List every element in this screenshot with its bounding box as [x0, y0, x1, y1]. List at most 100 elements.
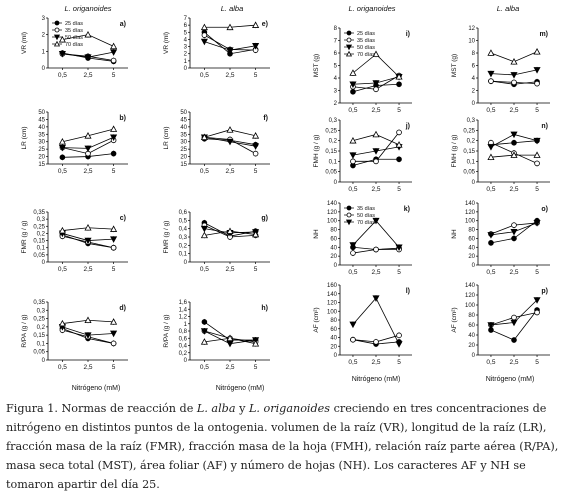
data-point	[373, 246, 379, 253]
y-tick-label: 0	[334, 263, 338, 269]
data-point	[511, 235, 517, 242]
data-point	[252, 339, 260, 347]
data-point	[200, 38, 208, 46]
data-point	[487, 153, 495, 161]
panel-letter: f)	[263, 115, 268, 122]
y-axis-label: LR (cm)	[21, 126, 28, 149]
panel-g: 0 0,1 0,2 0,3 0,4 0,5 0,6 0,5 2,5 5 FMR (g / g) g)	[163, 210, 270, 273]
x-tick-label: 2,5	[371, 107, 380, 114]
legend-label: 50 días	[357, 213, 375, 219]
y-tick-label: 0	[472, 263, 476, 269]
panel-letter: a)	[120, 21, 126, 28]
y-tick-label: 0,15	[33, 239, 45, 245]
data-point	[511, 337, 517, 343]
y-tick-label: 80	[330, 318, 337, 324]
panel-letter: m)	[539, 31, 548, 38]
data-point	[533, 67, 541, 74]
y-tick-label: 0,3	[467, 118, 476, 124]
data-point	[349, 81, 357, 88]
legend-marker	[54, 27, 60, 33]
x-axis-title-3: Nitrógeno (mM)	[352, 376, 401, 383]
data-point	[533, 220, 541, 227]
y-tick-label: 45	[38, 117, 45, 123]
data-point	[110, 330, 118, 338]
data-point	[511, 314, 517, 321]
data-point	[510, 72, 518, 79]
legend-label: 25 días	[65, 21, 83, 27]
data-point	[226, 340, 234, 348]
y-tick-label: 0,8	[179, 329, 188, 335]
data-point	[349, 69, 357, 76]
figure-panels: L. origanoides L. alba L. origanoides L.…	[21, 4, 550, 392]
y-tick-label: 6	[472, 64, 476, 70]
y-tick-label: 15	[38, 162, 45, 168]
legend-label: 25 días	[357, 31, 375, 37]
y-tick-label: 20	[468, 254, 475, 260]
y-tick-label: 35	[180, 132, 187, 138]
data-point	[349, 242, 357, 249]
y-tick-label: 30	[180, 140, 187, 146]
data-point	[510, 319, 518, 327]
data-point	[533, 297, 541, 304]
x-tick-label: 2,5	[371, 186, 380, 193]
data-point	[533, 151, 541, 158]
y-tick-label: 6	[184, 23, 188, 29]
data-point	[110, 57, 117, 64]
data-point	[110, 150, 117, 157]
legend-label: 70 días	[357, 220, 375, 226]
data-point	[349, 152, 357, 159]
y-tick-label: 45	[180, 117, 187, 123]
data-point	[200, 133, 208, 141]
y-axis-label: FMH (g / g)	[451, 135, 458, 168]
y-tick-label: 3	[42, 16, 46, 22]
y-tick-label: 0,4	[179, 344, 188, 350]
y-tick-label: 0,1	[37, 246, 46, 252]
y-tick-label: 2	[334, 101, 338, 107]
x-tick-label: 0,5	[200, 266, 209, 273]
data-point	[226, 334, 234, 342]
data-point	[226, 23, 234, 31]
x-tick-label: 0,5	[348, 359, 357, 366]
y-tick-label: 0,05	[33, 350, 45, 356]
y-tick-label: 0,2	[37, 325, 46, 331]
x-tick-label: 5	[535, 269, 539, 276]
y-tick-label: 140	[327, 292, 338, 298]
y-tick-label: 20	[330, 344, 337, 350]
panel-letter: g)	[261, 215, 268, 222]
y-tick-label: 50	[38, 110, 45, 116]
panel-n: 0 0,05 0,1 0,15 0,2 0,25 0,3 0,5 2,5 5 FMH (g / g)…	[451, 118, 550, 193]
y-tick-label: 3	[334, 89, 338, 95]
x-tick-label: 0,5	[200, 168, 209, 175]
y-tick-label: 60	[468, 323, 475, 329]
y-tick-label: 0	[184, 260, 188, 266]
y-axis-label: LR (cm)	[163, 126, 170, 149]
y-tick-label: 6	[334, 51, 338, 57]
panel-letter: n)	[541, 123, 548, 130]
data-point	[200, 328, 208, 335]
x-tick-label: 2,5	[371, 269, 380, 276]
y-tick-label: 60	[468, 236, 475, 242]
y-axis-label: MST (g)	[313, 54, 320, 77]
x-tick-label: 5	[535, 107, 539, 114]
y-tick-label: 0,25	[33, 317, 45, 323]
y-tick-label: 0,05	[463, 170, 475, 176]
data-point	[58, 51, 66, 58]
y-tick-label: 20	[38, 155, 45, 161]
panel-letter: d)	[119, 305, 126, 312]
y-tick-label: 120	[327, 301, 338, 307]
data-point	[110, 236, 118, 243]
data-point	[84, 30, 92, 38]
y-tick-label: 0,1	[37, 341, 46, 347]
legend-marker	[54, 20, 60, 26]
data-point	[110, 42, 118, 50]
x-tick-label: 2,5	[83, 266, 92, 273]
legend-label: 35 días	[357, 38, 375, 44]
y-tick-label: 0,2	[329, 139, 338, 145]
y-tick-label: 120	[327, 210, 338, 216]
data-point	[84, 237, 92, 245]
y-tick-label: 0,05	[33, 253, 45, 259]
